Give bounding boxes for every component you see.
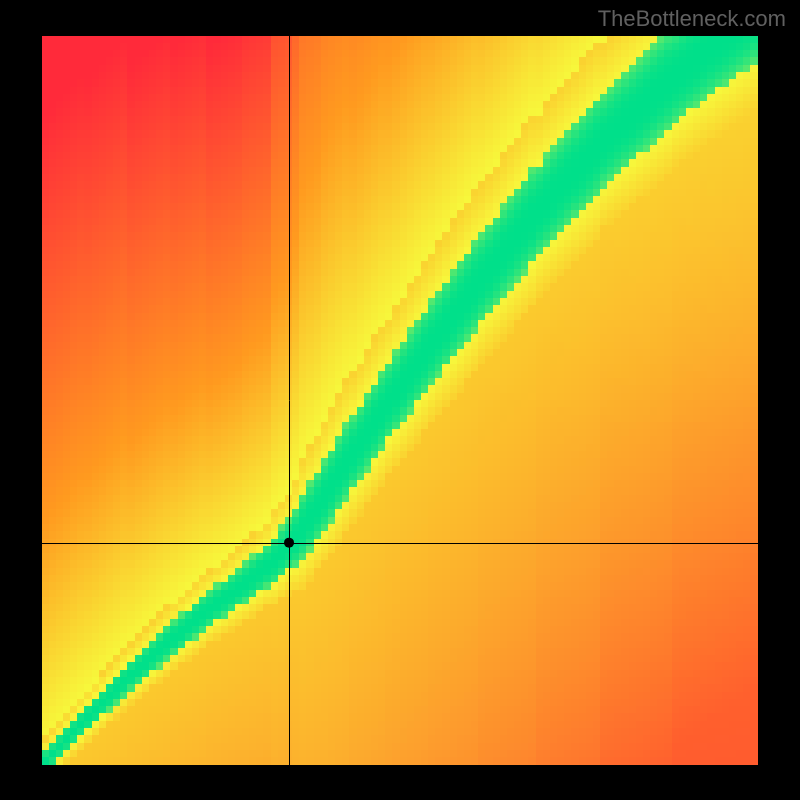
bottleneck-heatmap bbox=[42, 36, 758, 765]
watermark-text: TheBottleneck.com bbox=[598, 6, 786, 32]
chart-container: TheBottleneck.com bbox=[0, 0, 800, 800]
